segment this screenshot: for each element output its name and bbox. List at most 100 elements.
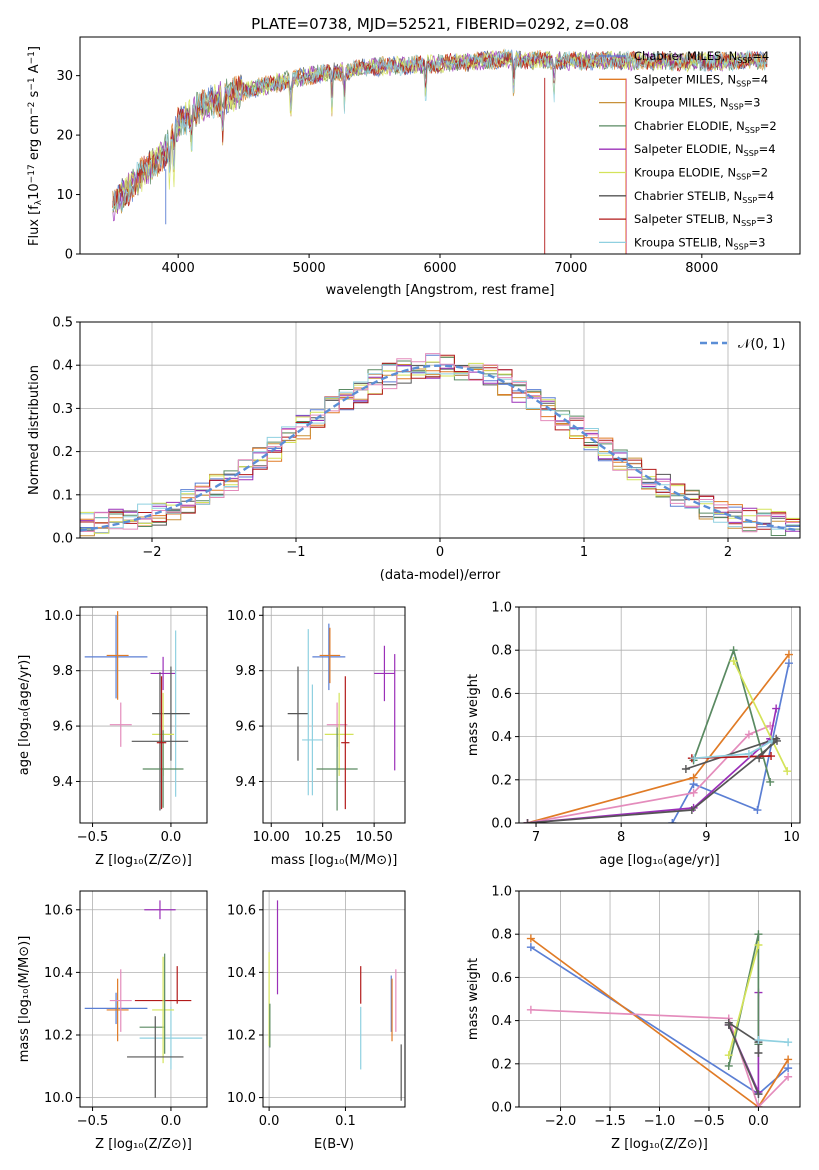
x-tick-label: 1 [580,545,588,560]
y-tick-label: 20 [56,129,73,144]
legend-name: Chabrier MILES, N [634,49,737,63]
series-point [729,657,738,665]
x-axis-label: Z [log₁₀(Z/Z⊙)] [95,853,192,868]
y-axis-label-part: 10 [27,183,42,200]
y-axis-label-part: s [27,90,42,101]
series-line [758,1039,789,1044]
y-tick-label: 10.2 [227,1029,256,1044]
y-tick-label: 0.2 [491,773,512,788]
y-tick-label: 0.4 [491,730,512,745]
x-tick-label: 4000 [162,261,195,276]
y-tick-label: 10.6 [227,903,256,918]
x-tick-label: −2.0 [545,1114,577,1129]
histogram-step [80,353,800,533]
panel-5: 7 8 9 10 0.0 0.2 0.4 0.6 0.8 1.0 [491,601,801,845]
y-axis-label: Flux [fλ10−17 erg cm−2 s−1 A−1] [27,46,44,246]
legend-entry: Kroupa STELIB, NSSP=3 [634,235,765,251]
series-point [767,752,776,761]
series-point [784,1055,793,1064]
legend-name: Kroupa MILES, N [634,96,729,110]
x-tick-label: 0.1 [335,1114,356,1129]
legend-entry: Kroupa ELODIE, NSSP=2 [634,166,768,182]
x-axis-label: (data-model)/error [380,568,501,583]
y-tick-label: 9.4 [52,775,73,790]
y-tick-label: 0.8 [491,928,512,943]
series-point [744,749,753,758]
series-point [724,1051,733,1060]
x-axis-label: Z [log₁₀(Z/Z⊙)] [95,1137,192,1152]
y-tick-label: 10.0 [44,609,73,624]
legend-entry: Chabrier ELODIE, NSSP=2 [634,119,777,135]
series-point [754,930,763,939]
series-point [753,806,762,815]
series-point [526,934,535,943]
legend-tail: =3 [756,212,773,226]
y-tick-label: 0.2 [491,1057,512,1072]
x-axis-label: age [log₁₀(age/yr)] [599,853,720,868]
series-point [689,773,698,782]
y-axis-label-part: erg cm [27,115,42,164]
series-point [724,1020,733,1029]
series-point [754,1036,763,1045]
y-tick-label: 10.6 [44,903,73,918]
y-tick-label: 1.0 [491,601,512,616]
series-line [527,708,778,823]
series-point [668,819,677,823]
y-tick-label: 1.0 [491,885,512,900]
y-tick-label: 10.4 [227,966,256,981]
legend-sub: SSP [742,196,757,205]
spectrum-line [112,49,768,212]
x-tick-label: 6000 [423,261,456,276]
series-point [526,943,535,952]
y-axis-label: age [log₁₀(age/yr)] [17,655,32,776]
legend-tail: =4 [759,142,776,156]
series-line [527,740,778,823]
x-tick-label: 0.0 [161,830,182,845]
normal-curve [80,364,798,532]
legend-entry: Salpeter MILES, NSSP=4 [634,72,768,88]
y-tick-label: 0.3 [52,402,73,417]
legend-name: Salpeter ELODIE, N [634,142,744,156]
series-point [784,1038,793,1047]
legend-entry: 𝒩(0, 1) [738,337,785,352]
y-tick-label: 10.4 [44,966,73,981]
series-point [784,1064,793,1073]
series-point [526,1005,535,1014]
x-tick-label: 7 [532,830,540,845]
x-tick-label: −1 [286,545,305,560]
legend-tail: =2 [751,166,768,180]
legend-entry: Kroupa MILES, NSSP=3 [634,96,760,112]
legend-name: Salpeter MILES, N [634,72,736,86]
plot-area [526,930,793,1107]
series-point [784,659,793,668]
series-point [754,941,763,949]
series-line [671,663,790,823]
plot-area [268,900,402,1101]
x-tick-label: 8000 [685,261,718,276]
legend-sub: SSP [744,149,759,158]
x-tick-label: 10 [783,830,800,845]
series-line [732,660,788,772]
y-axis-label: mass weight [466,674,481,756]
plot-area [84,900,203,1098]
series-point [784,1072,793,1081]
y-axis-label-part: λ [34,199,44,205]
plot-area [523,646,793,823]
y-tick-label: 0.0 [491,1101,512,1116]
series-point [687,806,696,815]
axes-frame [79,606,208,824]
series-point [689,788,698,797]
legend-sub: SSP [734,242,749,251]
legend-name: Chabrier ELODIE, N [634,119,745,133]
y-tick-label: 9.6 [52,720,73,735]
x-tick-label: 0 [436,545,444,560]
y-tick-label: 0 [65,248,73,263]
series-point [754,1090,763,1099]
legend-sub: SSP [736,79,751,88]
series-point [754,1049,763,1057]
y-tick-label: 9.8 [235,664,256,679]
x-axis-label: wavelength [Angstrom, rest frame] [326,283,555,298]
plot-area [80,353,800,537]
legend-tail: =3 [749,235,766,249]
